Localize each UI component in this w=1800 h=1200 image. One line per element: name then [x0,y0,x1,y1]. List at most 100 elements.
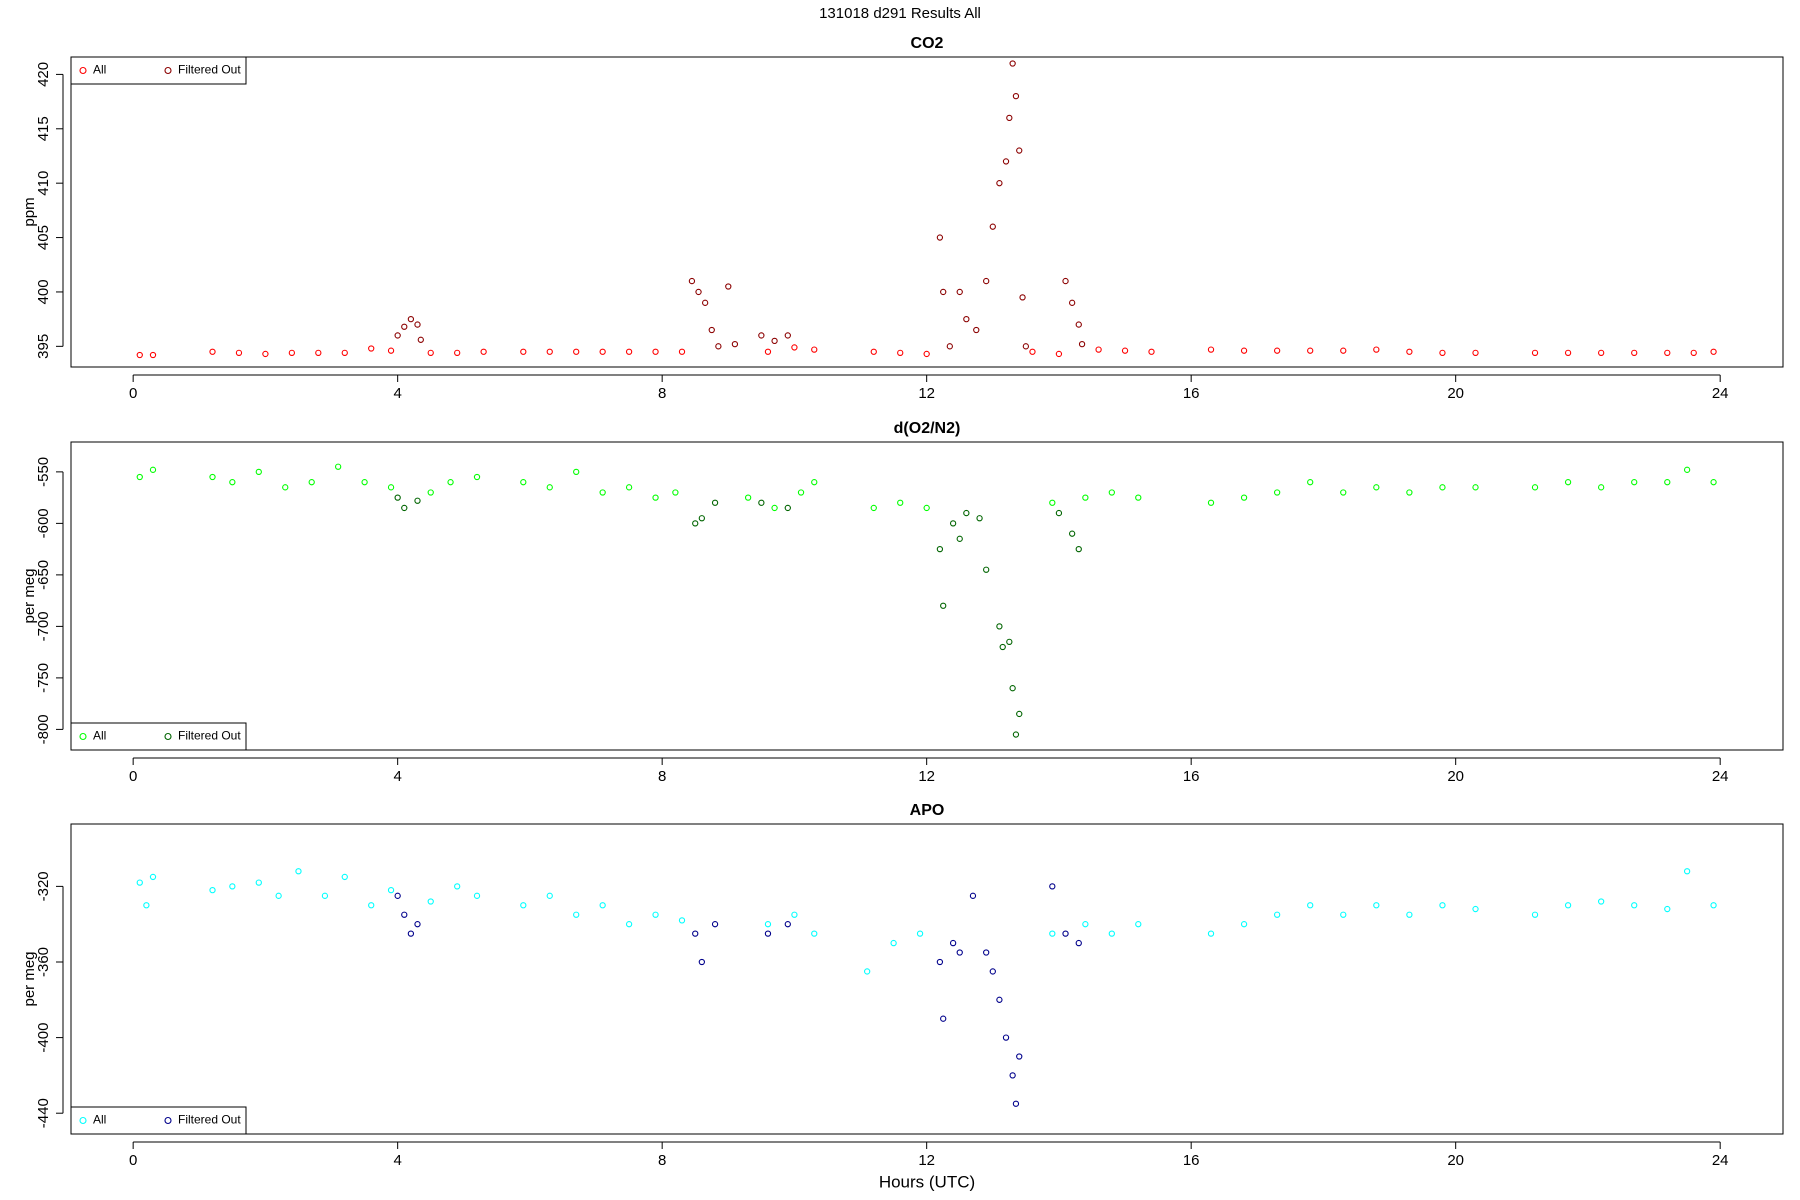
data-point [546,484,553,491]
data-point [989,968,996,975]
data-point [946,343,953,350]
data-point [711,921,719,928]
data-point [744,494,752,501]
data-point [1439,484,1446,491]
data-point [1273,911,1281,918]
data-point [149,873,157,881]
page-title: 131018 d291 Results All [819,5,981,22]
x-tick-label: 16 [1183,385,1200,402]
data-point [1439,349,1446,357]
data-point [1373,346,1380,353]
y-axis-label: per meg [21,568,38,623]
legend-box [70,1106,247,1135]
data-point [949,520,957,527]
data-point [652,911,659,918]
data-point [1472,484,1479,491]
data-point [672,489,679,496]
data-point [573,468,580,476]
plot-frame [70,441,1784,751]
data-point [401,911,408,918]
data-point [1075,545,1082,553]
data-point [1082,921,1089,928]
data-point [1068,530,1076,537]
data-point [368,345,375,352]
data-point [688,277,696,285]
data-point [1690,349,1697,357]
data-point [1664,349,1671,357]
data-point [1012,93,1020,100]
data-point [963,315,970,323]
data-point [1012,731,1020,738]
data-point [983,949,990,956]
data-point [956,949,963,956]
data-point [731,341,739,348]
y-tick-label: 410 [35,171,52,196]
data-point [427,349,434,357]
data-point [897,499,904,506]
x-tick-label: 16 [1183,1152,1200,1169]
data-point [1340,489,1347,496]
data-point [473,892,481,899]
data-point [546,892,553,899]
data-point [1564,902,1572,909]
data-point [811,930,818,937]
data-point [1006,114,1013,122]
data-point [520,902,527,909]
data-point [923,504,930,512]
data-point [1664,479,1671,486]
x-tick-label: 24 [1712,385,1729,402]
data-point [1135,494,1142,501]
data-point [282,484,289,491]
data-point [973,326,980,334]
data-point [1108,489,1115,496]
data-point [652,494,659,501]
legend-label: All [93,63,106,77]
data-point [1664,905,1671,913]
data-point [1373,484,1380,491]
x-tick-label: 8 [658,385,666,402]
data-point [870,348,877,355]
data-point [784,921,791,928]
x-tick-label: 20 [1447,768,1464,785]
data-point [678,348,686,355]
data-point [652,348,659,355]
data-point [229,479,236,486]
data-point [414,497,421,504]
data-point [1373,902,1380,909]
data-point [1598,484,1605,491]
legend-marker [79,66,87,75]
panel-title: APO [910,802,945,819]
data-point [923,350,930,358]
data-point [1049,883,1056,890]
data-point [1439,902,1446,909]
data-point [711,499,719,506]
data-point [1307,347,1314,354]
data-point [255,468,262,476]
data-point [1240,494,1248,501]
data-point [625,921,633,928]
data-point [1598,898,1605,905]
data-point [897,349,904,357]
data-point [573,348,580,355]
data-point [1406,489,1413,496]
x-tick-label: 4 [393,1152,401,1169]
data-point [1012,1100,1020,1107]
data-point [288,349,296,357]
data-point [546,348,553,355]
data-point [520,479,527,486]
x-tick-label: 16 [1183,768,1200,785]
data-point [1016,147,1023,154]
y-tick-label: -550 [35,457,52,487]
data-point [209,887,216,894]
legend-label: Filtered Out [178,63,241,77]
data-point [1273,347,1281,354]
data-point [1009,60,1016,67]
data-point [361,479,368,486]
data-point [1108,930,1115,937]
data-point [136,351,143,359]
data-point [454,883,461,890]
legend-marker [79,1116,87,1125]
legend-label: Filtered Out [178,1113,241,1127]
data-point [936,545,944,553]
legend-box [70,722,247,751]
